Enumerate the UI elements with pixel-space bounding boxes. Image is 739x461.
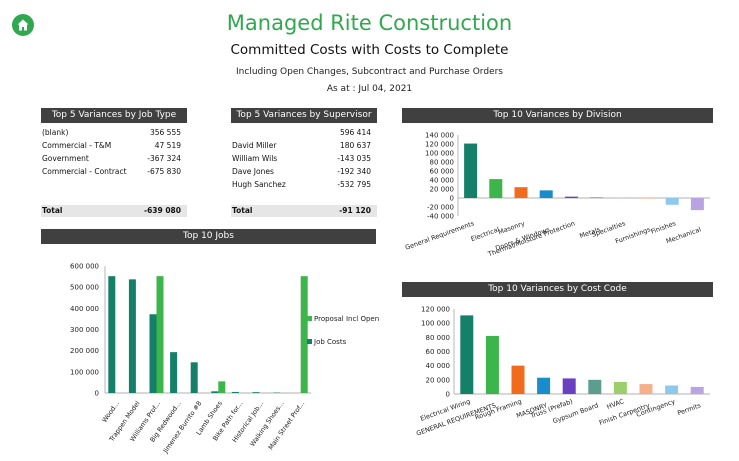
bar: [539, 190, 553, 198]
y-tick-label: 40 000: [430, 177, 455, 185]
bar: [615, 197, 629, 199]
y-tick-label: 20 000: [430, 186, 455, 194]
x-tick-label: HVAC: [606, 397, 626, 411]
report-title: Managed Rite Construction: [226, 11, 513, 35]
y-tick-label: 500 000: [70, 284, 99, 292]
x-tick-label: Thermal/Moisture Protection: [486, 219, 576, 258]
jobs-chart-header: Top 10 Jobs: [41, 229, 376, 244]
table-row: Hugh Sanchez -532 795: [232, 180, 371, 189]
cost-code-chart-header: Top 10 Variances by Cost Code: [402, 282, 713, 297]
bar: [460, 315, 474, 394]
table-row: Dave Jones -192 340: [232, 167, 371, 176]
bar: [485, 335, 499, 394]
as-at-date: As at : Jul 04, 2021: [326, 84, 413, 94]
bar: [128, 279, 136, 393]
y-tick-label: 40 000: [426, 362, 451, 370]
table-row: Commercial - T&M 47 519: [42, 141, 181, 150]
y-tick-label: 140 000: [425, 132, 454, 140]
y-tick-label: 600 000: [70, 263, 99, 271]
y-tick-label: 80 000: [430, 159, 455, 167]
table-row: David Miller 180 637: [232, 141, 371, 150]
bar: [108, 276, 116, 393]
bar: [639, 384, 653, 394]
supervisor-table: 596 414 David Miller 180 637 William Wils…: [231, 127, 377, 222]
home-button[interactable]: [12, 14, 34, 36]
bar: [665, 385, 679, 394]
bar: [690, 198, 704, 211]
y-tick-label: 100 000: [70, 368, 99, 376]
x-tick-label: Masonry: [497, 219, 526, 236]
table-row: 596 414: [339, 128, 371, 137]
bar: [590, 197, 604, 198]
y-tick-label: 20 000: [426, 376, 451, 384]
y-tick-label: 120 000: [425, 141, 454, 149]
table-row: Commercial - Contract -675 830: [42, 167, 181, 176]
table-row: (blank) 356 555: [42, 128, 181, 137]
x-tick-label: General Requirements: [404, 219, 476, 252]
bar: [511, 365, 525, 394]
bar: [537, 377, 551, 394]
y-tick-label: -40 000: [427, 213, 454, 221]
bar: [640, 198, 654, 199]
y-tick-label: 300 000: [70, 326, 99, 334]
table-row: William Wils -143 035: [232, 154, 371, 163]
x-tick-label: Finishes: [650, 219, 678, 236]
bar: [149, 314, 157, 393]
y-tick-label: -20 000: [427, 204, 454, 212]
legend-swatch: [307, 339, 312, 344]
table-total-row: Total -91 120: [231, 205, 377, 217]
y-tick-label: 100 000: [425, 150, 454, 158]
y-tick-label: 0: [446, 391, 450, 399]
table-row: Government -367 324: [42, 154, 181, 163]
report-subtitle: Committed Costs with Costs to Complete: [230, 42, 509, 58]
report-note: Including Open Changes, Subcontract and …: [236, 67, 503, 77]
job-type-table-header: Top 5 Variances by Job Type: [41, 108, 187, 123]
y-tick-label: 80 000: [426, 334, 451, 342]
bar: [588, 379, 602, 394]
bar: [300, 276, 308, 393]
bar: [489, 179, 503, 198]
bar: [464, 143, 478, 198]
bar: [562, 378, 576, 394]
bar: [514, 187, 528, 198]
x-tick-label: Permits: [676, 401, 702, 417]
supervisor-table-header: Top 5 Variances by Supervisor: [231, 108, 377, 123]
bar: [170, 352, 178, 393]
y-tick-label: 200 000: [70, 347, 99, 355]
x-tick-label: Contingency: [635, 397, 676, 419]
y-tick-label: 60 000: [426, 348, 451, 356]
bar: [211, 391, 219, 393]
x-tick-label: Electrical: [470, 225, 501, 243]
y-tick-label: 100 000: [421, 320, 450, 328]
bar: [564, 196, 578, 198]
y-tick-label: 120 000: [421, 306, 450, 314]
y-tick-label: 400 000: [70, 305, 99, 313]
bar: [156, 276, 164, 393]
y-tick-label: 60 000: [430, 168, 455, 176]
bar: [190, 362, 198, 393]
legend-label: Proposal Incl Open: [314, 315, 379, 323]
bar: [665, 198, 679, 205]
x-tick-label: Wood...: [100, 400, 121, 425]
home-icon: [17, 19, 29, 31]
bar: [218, 381, 226, 393]
y-tick-label: 0: [95, 390, 99, 398]
division-chart-header: Top 10 Variances by Division: [402, 108, 713, 123]
y-tick-label: 0: [450, 195, 454, 203]
table-total-row: Total -639 080: [41, 205, 187, 217]
job-type-table: (blank) 356 555 Commercial - T&M 47 519 Go…: [41, 127, 187, 222]
bar: [690, 386, 704, 394]
bar: [613, 381, 627, 394]
bar: [231, 391, 239, 393]
bar: [252, 392, 260, 393]
legend-label: Job Costs: [313, 338, 347, 346]
top-jobs-chart: 600 000 500 000 400 000 300 000 200 000 100 0…: [70, 263, 379, 456]
legend-swatch: [307, 316, 312, 321]
